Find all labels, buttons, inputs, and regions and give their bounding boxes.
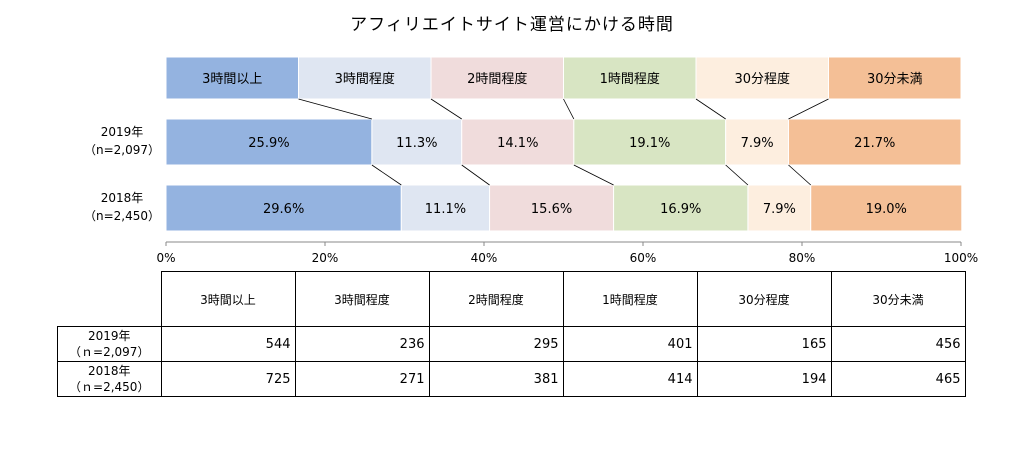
bar-value-label: 21.7% [854, 136, 895, 151]
bar-value-label: 11.3% [396, 136, 437, 151]
x-tick-label: 0% [156, 251, 175, 265]
bar-value-label: 19.0% [866, 202, 907, 217]
category-label: 2018年 [101, 191, 144, 205]
legend-swatch [828, 56, 962, 100]
legend-label: 1時間程度 [600, 71, 660, 87]
table-row: 2019年 （ｎ=2,097） 544 236 295 401 165 456 [57, 326, 966, 362]
bar-value-label: 25.9% [248, 136, 289, 151]
legend-label: 30分程度 [734, 71, 790, 87]
connector-line [461, 164, 490, 186]
legend-swatch [298, 56, 432, 100]
table-row-label: 2019年 （ｎ=2,097） [57, 326, 162, 362]
table-cell: 401 [562, 326, 698, 362]
legend-label: 30分未満 [867, 72, 923, 87]
table-header: 1時間程度 [562, 271, 698, 327]
connector-line [430, 98, 462, 120]
bar-value-label: 15.6% [531, 202, 572, 217]
x-tick-label: 20% [312, 251, 339, 265]
bar-value-label: 14.1% [497, 136, 538, 151]
bar-segment [371, 118, 463, 166]
legend-label: 3時間以上 [202, 72, 262, 87]
table-cell: 194 [696, 361, 832, 397]
table-cell: 271 [294, 361, 430, 397]
row-label-year: 2019年 [87, 329, 131, 343]
bar-segment [489, 184, 615, 232]
bar-segment [573, 118, 727, 166]
table-header: 30分程度 [696, 271, 832, 327]
table-cell: 544 [160, 326, 296, 362]
bar-value-label: 29.6% [263, 202, 304, 217]
table-cell: 236 [294, 326, 430, 362]
x-tick-label: 60% [630, 251, 657, 265]
table-corner [57, 271, 162, 327]
connector-line [788, 164, 812, 186]
row-label-n: （ｎ=2,097） [69, 345, 150, 359]
chart-title: アフィリエイトサイト運営にかける時間 [350, 15, 674, 35]
bar-segment [461, 118, 575, 166]
bar-segment [400, 184, 491, 232]
table-header-row: 3時間以上 3時間程度 2時間程度 1時間程度 30分程度 30分未満 [57, 271, 966, 327]
legend-label: 3時間程度 [335, 71, 395, 87]
table-cell: 165 [696, 326, 832, 362]
category-label: （n=2,450） [84, 209, 160, 223]
legend-label: 2時間程度 [467, 71, 527, 87]
table-cell: 725 [160, 361, 296, 397]
connector-line [563, 98, 575, 120]
bar-segment [165, 184, 402, 232]
x-tick-label: 100% [944, 251, 978, 265]
connector-line [788, 98, 829, 120]
table-cell: 456 [830, 326, 966, 362]
bar-value-label: 7.9% [763, 202, 796, 217]
row-label-year: 2018年 [87, 364, 131, 378]
table-cell: 414 [562, 361, 698, 397]
bar-segment [165, 118, 373, 166]
table-row-label: 2018年 （ｎ=2,450） [57, 361, 162, 397]
x-tick-label: 80% [789, 251, 816, 265]
stacked-bar-chart: 3時間以上 3時間程度 2時間程度 1時間程度 30分程度 30分未満 25.9% 11.3%… [84, 56, 978, 265]
connector-line [695, 98, 726, 120]
connector-line [573, 164, 614, 186]
table-cell: 295 [428, 326, 564, 362]
bar-value-label: 19.1% [629, 136, 670, 151]
connector-line [725, 164, 749, 186]
table-cell: 465 [830, 361, 966, 397]
data-table: 3時間以上 3時間程度 2時間程度 1時間程度 30分程度 30分未満 2019… [57, 271, 966, 397]
table-header: 30分未満 [830, 271, 966, 327]
bar-value-label: 11.1% [425, 202, 466, 217]
table-header: 3時間程度 [294, 271, 430, 327]
bar-value-label: 16.9% [660, 202, 701, 217]
bar-value-label: 7.9% [741, 136, 774, 151]
connector-line [298, 98, 373, 120]
connector-line [371, 164, 402, 186]
category-label: （n=2,097） [84, 143, 160, 157]
table-header: 2時間程度 [428, 271, 564, 327]
bar-segment [725, 118, 789, 166]
table-cell: 381 [428, 361, 564, 397]
bar-segment [810, 184, 963, 232]
bar-segment [787, 118, 962, 166]
table-row: 2018年 （ｎ=2,450） 725 271 381 414 194 465 [57, 361, 966, 397]
row-label-n: （ｎ=2,450） [69, 380, 150, 394]
table-header: 3時間以上 [160, 271, 296, 327]
x-tick-label: 40% [471, 251, 498, 265]
legend-swatch [695, 56, 829, 100]
category-label: 2019年 [101, 125, 144, 139]
